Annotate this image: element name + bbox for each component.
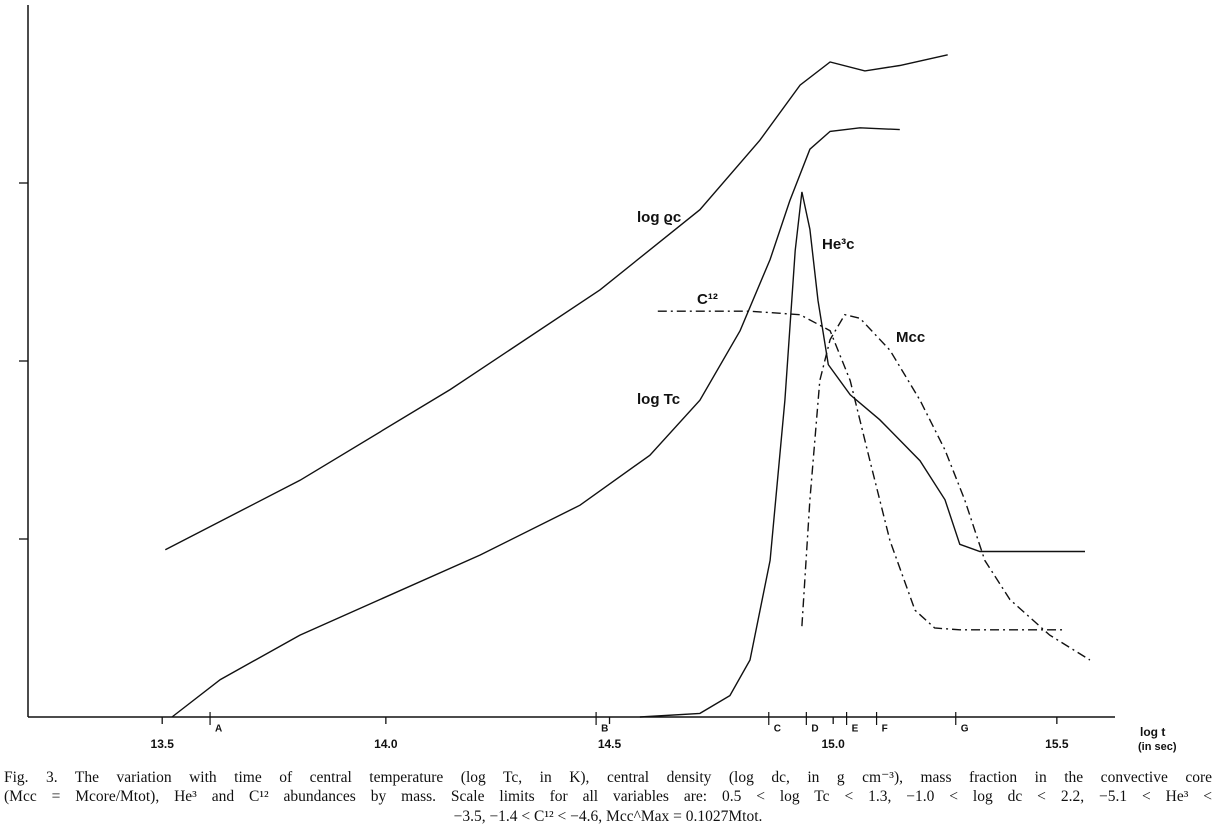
caption-line: Fig. 3. The variation with time of centr… [4,769,1212,786]
event-label: A [215,724,222,735]
series-line [164,54,948,551]
series-label: He³c [822,236,855,253]
chart: log t (in sec) 13.5 14.0 14.5 15.0 15.5 A B C D E… [19,5,1177,753]
event-label: F [882,724,888,735]
event-label: D [811,724,818,735]
event-label: E [852,724,859,735]
event-label: C [774,724,781,735]
x-tick-label: 13.5 [151,737,175,751]
series-label: Mcc [896,329,925,346]
series-line [639,191,1085,718]
series-label: C¹² [697,291,718,308]
x-tick-label: 15.0 [822,737,846,751]
series-line [801,313,1091,661]
series-line [171,127,900,718]
event-label: B [601,724,608,735]
caption-line: (Mcc = Mcore/Mtot), He³ and C¹² abundanc… [4,788,1212,805]
x-axis-label: log t [1140,725,1165,739]
x-tick-label: 14.5 [598,737,622,751]
caption-line: −3.5, −1.4 < C¹² < −4.6, Mcc^Max = 0.102… [453,808,763,825]
x-axis-unit: (in sec) [1138,741,1177,753]
series-label: log ϱc [637,209,681,226]
x-tick-label: 14.0 [374,737,398,751]
event-label: G [961,724,969,735]
series-line [657,310,1065,631]
x-tick-label: 15.5 [1045,737,1069,751]
series-label: log Tc [637,391,680,408]
